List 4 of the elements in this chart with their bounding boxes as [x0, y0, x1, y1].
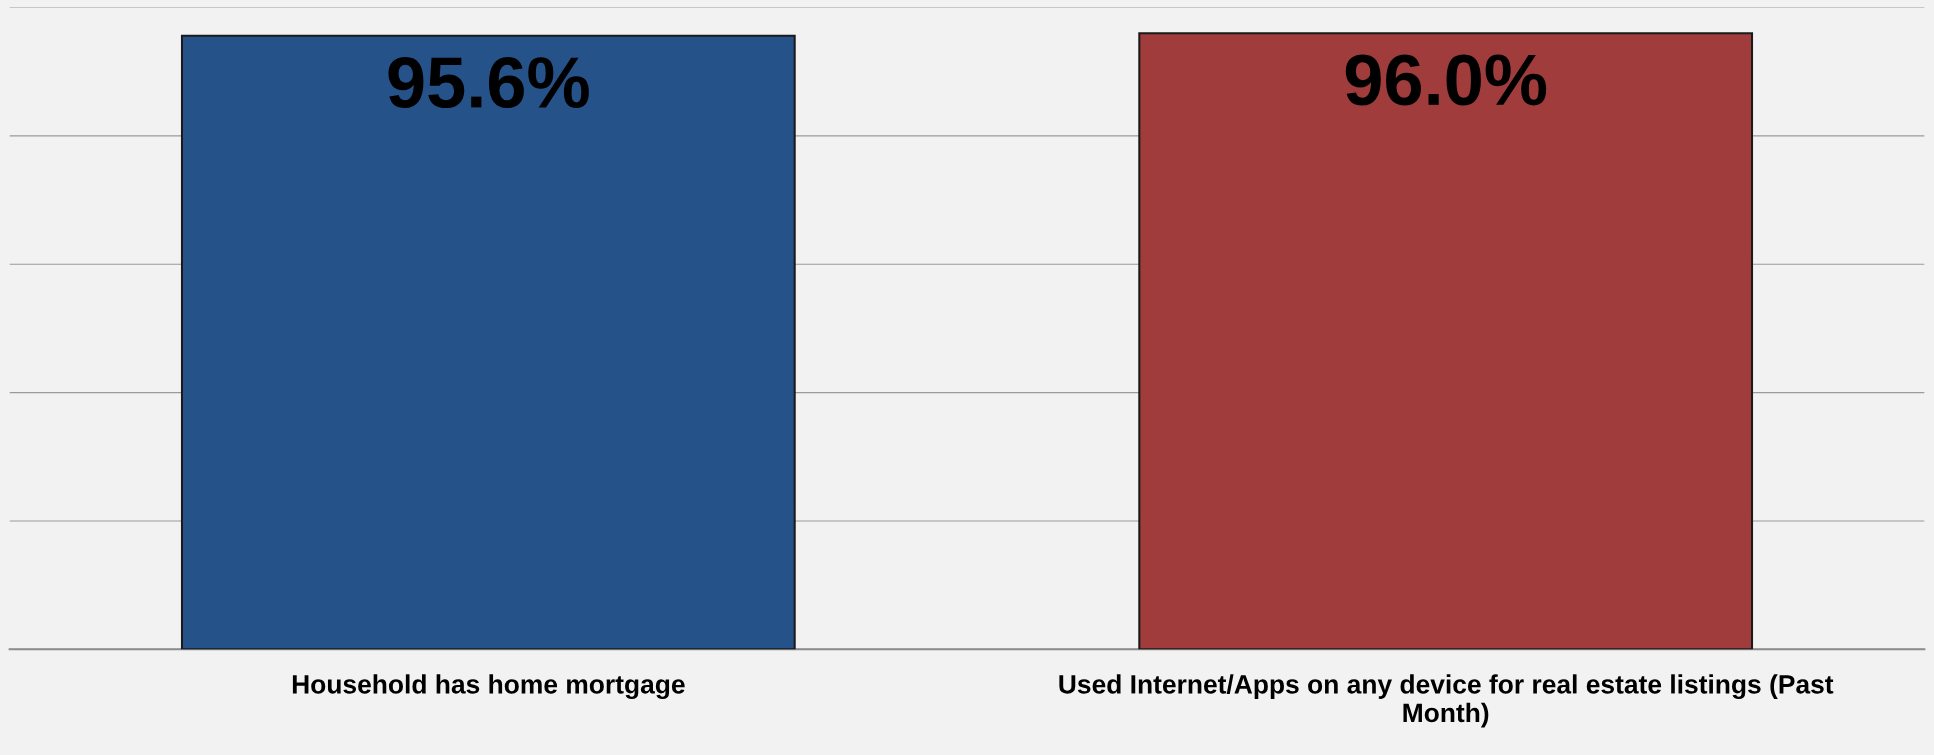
data-label: 95.6%	[388, 56, 589, 109]
data-label: 96.0%	[1345, 54, 1547, 106]
x-tick-label: Used Internet/Apps on any device for real estate listings (Past Month)	[1059, 674, 1834, 728]
x-tick-label: Household has home mortgage	[292, 674, 685, 700]
